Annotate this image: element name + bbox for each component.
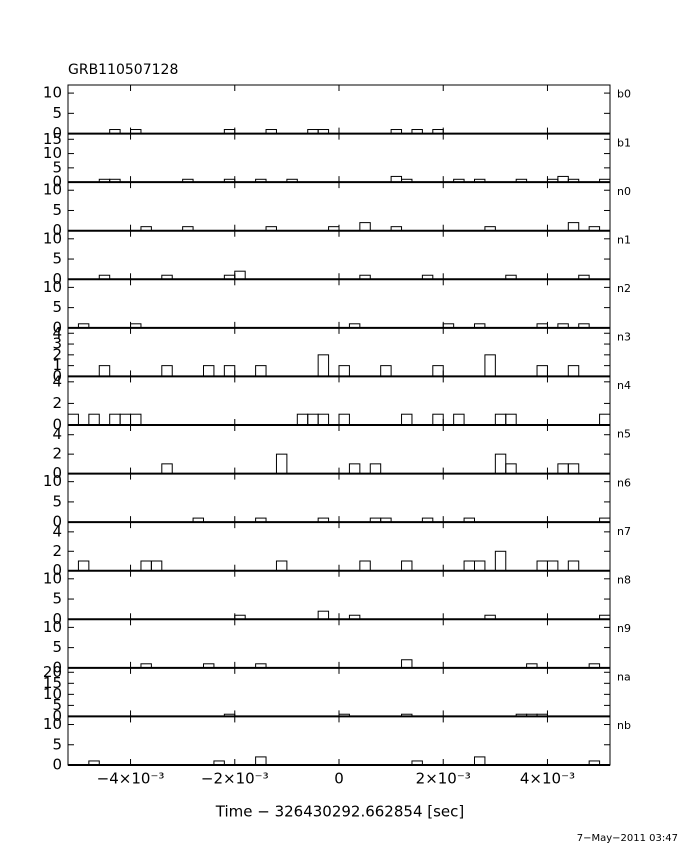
- histogram-bar: [88, 760, 100, 766]
- y-tick-label: 2: [52, 542, 62, 560]
- y-tick-label: 4: [52, 372, 62, 390]
- y-tick-label: 5: [52, 638, 62, 656]
- y-tick-label: 0: [52, 464, 62, 482]
- y-tick-label: 0: [52, 513, 62, 531]
- series-name: n5: [617, 428, 631, 441]
- series-name: b1: [617, 136, 631, 149]
- series-name: nb: [617, 719, 631, 732]
- y-tick-label: 0: [52, 707, 62, 725]
- y-tick-label: 0: [52, 561, 62, 579]
- y-tick-label: 10: [43, 472, 62, 490]
- y-tick-label: 10: [43, 181, 62, 199]
- y-tick-label: 3: [52, 335, 62, 353]
- y-tick-label: 0: [52, 221, 62, 239]
- y-tick-label: 10: [43, 618, 62, 636]
- series-name: n7: [617, 525, 631, 538]
- y-tick-label: 15: [43, 130, 62, 148]
- y-tick-label: 5: [52, 201, 62, 219]
- y-tick-label: 0: [52, 124, 62, 142]
- y-tick-label: 10: [43, 144, 62, 162]
- chart-title: GRB110507128: [68, 62, 178, 78]
- y-tick-label: 4: [52, 522, 62, 540]
- histogram-bar: [213, 760, 225, 766]
- y-tick-label: 0: [52, 367, 62, 385]
- series-name: n4: [617, 379, 631, 392]
- y-tick-label: 10: [43, 229, 62, 247]
- y-tick-label: 5: [52, 492, 62, 510]
- y-tick-label: 0: [52, 658, 62, 676]
- series-name: n1: [617, 233, 631, 246]
- y-tick-label: 5: [52, 158, 62, 176]
- y-tick-label: 0: [52, 270, 62, 288]
- y-tick-label: 0: [52, 610, 62, 628]
- x-axis-title: Time − 326430292.662854 [sec]: [215, 803, 465, 821]
- series-name: n8: [617, 573, 631, 586]
- y-tick-label: 0: [52, 416, 62, 434]
- footnote: 7−May−2011 03:47: [577, 833, 678, 844]
- y-tick-label: 1: [52, 356, 62, 374]
- y-tick-label: 10: [43, 278, 62, 296]
- y-tick-label: 2: [52, 445, 62, 463]
- y-tick-label: 5: [52, 104, 62, 122]
- y-tick-label: 10: [43, 715, 62, 733]
- y-tick-label: 5: [52, 250, 62, 268]
- y-tick-label: 5: [52, 590, 62, 608]
- y-tick-label: 2: [52, 394, 62, 412]
- y-tick-label: 0: [52, 318, 62, 336]
- series-name: n0: [617, 185, 631, 198]
- y-tick-label: 0: [52, 173, 62, 191]
- series-name: b0: [617, 88, 631, 101]
- y-tick-label: 5: [52, 735, 62, 753]
- y-tick-label: 4: [52, 425, 62, 443]
- y-tick-label: 2: [52, 345, 62, 363]
- y-tick-label: 0: [52, 756, 62, 774]
- histogram-bar: [255, 756, 267, 766]
- y-tick-label: 10: [43, 569, 62, 587]
- y-tick-label: 5: [52, 696, 62, 714]
- histogram-bar: [588, 760, 601, 766]
- x-tick-label: −4×10⁻³: [97, 770, 165, 788]
- x-tick-label: 2×10⁻³: [416, 770, 471, 788]
- y-tick-label: 10: [43, 84, 62, 102]
- y-tick-label: 15: [43, 674, 62, 692]
- y-tick-label: 5: [52, 298, 62, 316]
- x-tick-label: 0: [334, 770, 344, 788]
- series-name: n2: [617, 282, 631, 295]
- y-tick-label: 10: [43, 685, 62, 703]
- x-tick-label: 4×10⁻³: [520, 770, 575, 788]
- series-name: na: [617, 671, 631, 684]
- x-tick-label: −2×10⁻³: [201, 770, 269, 788]
- y-tick-label: 20: [43, 663, 62, 681]
- histogram-bar: [474, 756, 486, 766]
- histogram-bar: [411, 760, 423, 766]
- series-name: n9: [617, 622, 631, 635]
- y-tick-label: 4: [52, 324, 62, 342]
- series-name: n6: [617, 476, 631, 489]
- series-name: n3: [617, 331, 631, 344]
